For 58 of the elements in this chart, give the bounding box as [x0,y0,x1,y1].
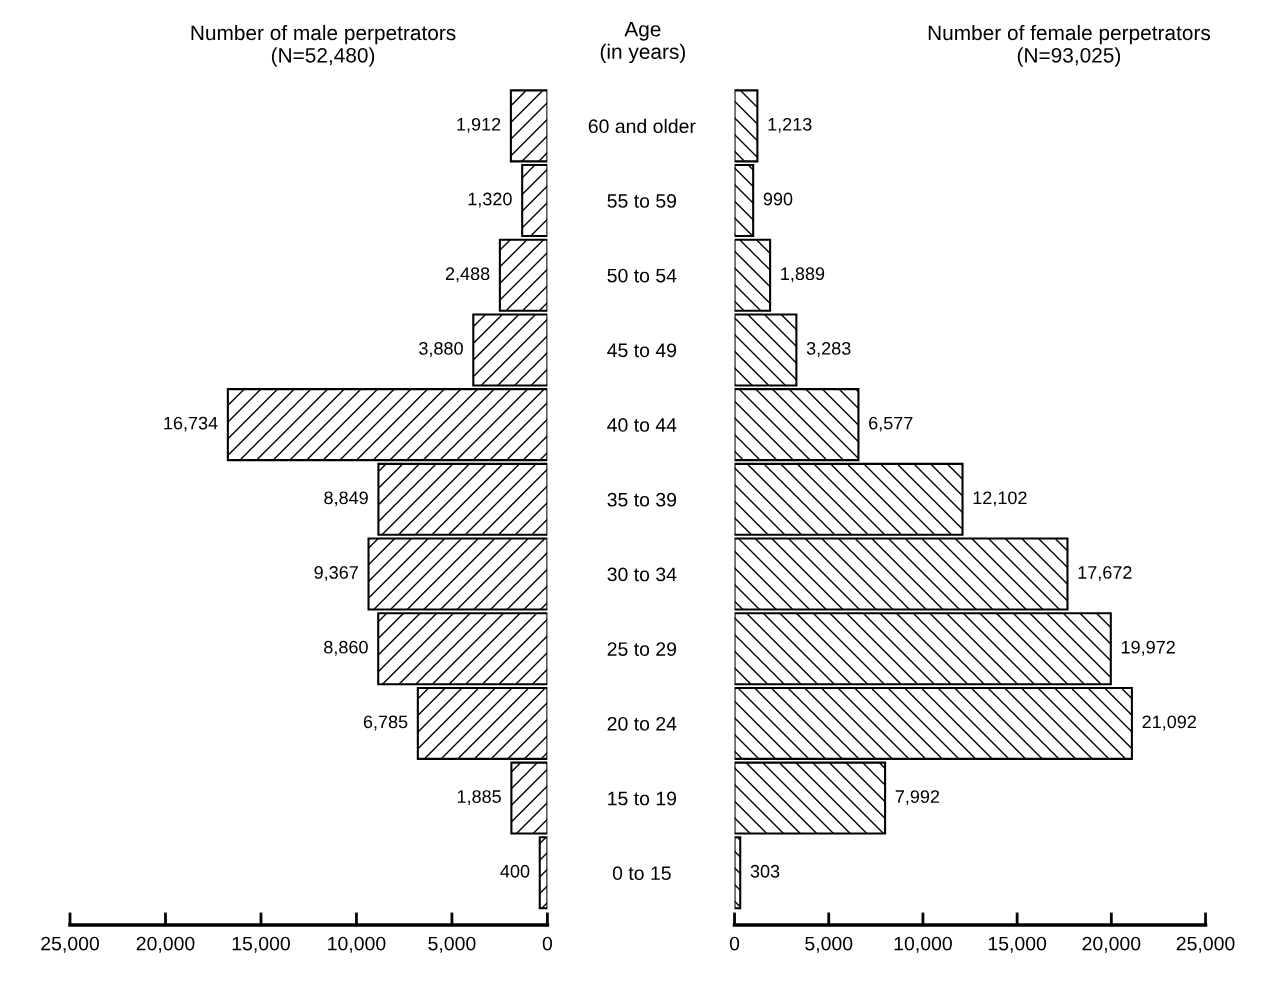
data-label: 9,367 [314,566,358,581]
x-tick-label: 15,000 [232,936,290,953]
data-label: 8,860 [324,640,368,656]
y-tick-label: 60 and older [588,118,696,134]
data-label: 12,102 [973,491,1027,507]
chart-title: Number of female perpetrators (N=93,025) [928,24,1211,67]
x-tick-label: 5,000 [805,936,853,953]
bar [226,388,548,462]
y-tick-label: 0 to 15 [612,866,671,881]
x-tick-label: 0 [729,936,740,951]
data-label: 6,785 [363,715,408,731]
x-tick-label: 20,000 [1082,936,1141,953]
data-label: 3,283 [806,342,851,357]
data-label: 2,488 [445,267,490,283]
data-label: 1,885 [457,790,501,806]
bar [416,686,548,760]
bar [734,164,755,238]
y-tick-label: 55 to 59 [607,194,677,208]
data-label: 303 [750,864,780,878]
data-label: 1,320 [468,192,512,208]
data-label: 400 [500,864,530,878]
y-tick-label: 40 to 44 [607,418,677,432]
x-tick-label: 10,000 [894,936,952,953]
data-label: 3,880 [419,342,463,357]
bar [734,686,1133,760]
bar [734,462,964,536]
x-tick-label: 10,000 [328,936,386,953]
y-tick-label: 25 to 29 [607,642,677,656]
chart-title: Number of male perpetrators (N=52,480) [191,24,456,67]
y-tick-label: 30 to 34 [607,567,677,582]
x-tick-label: 25,000 [41,936,99,953]
data-label: 21,092 [1142,715,1196,731]
bar [734,388,860,462]
data-label: 990 [763,192,793,206]
data-label: 16,734 [164,416,218,432]
bar [521,164,548,238]
bar [509,89,548,163]
data-label: 17,672 [1078,566,1132,581]
x-tick-label: 5,000 [428,936,476,953]
data-label: 1,889 [781,267,825,283]
x-tick-label: 0 [542,936,553,951]
data-label: 19,972 [1121,640,1175,656]
data-label: 1,213 [768,117,812,133]
text: Age (in years) [600,22,685,64]
data-label: 8,849 [324,491,368,507]
y-tick-label: 50 to 54 [607,268,677,283]
y-tick-label: 45 to 49 [607,343,677,358]
y-tick-label: 20 to 24 [607,716,677,731]
y-tick-label: 35 to 39 [607,492,677,507]
x-tick-label: 20,000 [136,936,195,953]
data-label: 6,577 [869,416,913,432]
x-tick-label: 25,000 [1176,936,1235,953]
bar [734,89,759,163]
data-label: 7,992 [895,790,940,806]
data-label: 1,912 [457,117,501,133]
x-tick-label: 15,000 [988,936,1047,953]
y-tick-label: 15 to 19 [608,791,677,806]
bar [377,462,548,536]
